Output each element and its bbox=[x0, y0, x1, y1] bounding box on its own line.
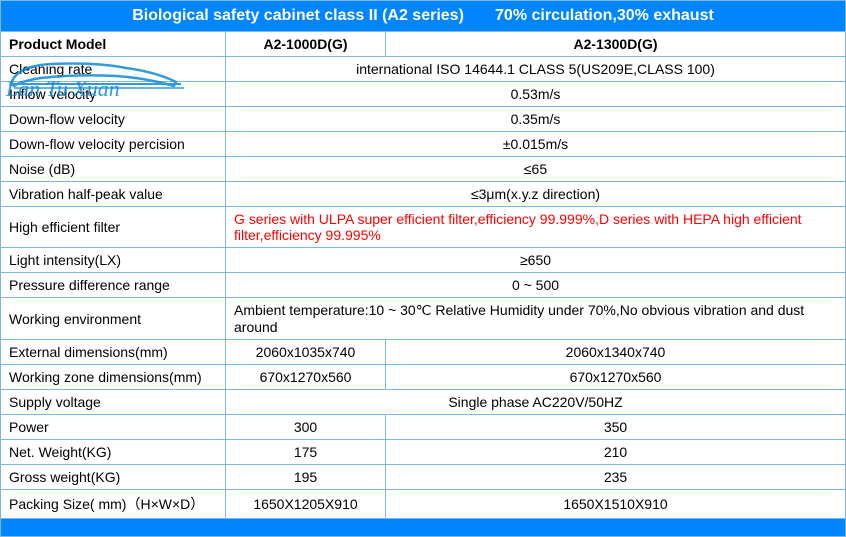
value: G series with ULPA super efficient filte… bbox=[226, 207, 846, 248]
value: Ambient temperature:10 ~ 30℃ Relative Hu… bbox=[226, 298, 846, 340]
header-row: Biological safety cabinet class II (A2 s… bbox=[1, 1, 846, 32]
row-supply-voltage: Supply voltage Single phase AC220V/50HZ bbox=[1, 390, 846, 415]
row-environment: Working environment Ambient temperature:… bbox=[1, 298, 846, 340]
row-noise: Noise (dB) ≤65 bbox=[1, 157, 846, 182]
value1: 670x1270x560 bbox=[226, 365, 386, 390]
value2: 1650X1510X910 bbox=[386, 490, 846, 519]
label: Light intensity(LX) bbox=[1, 248, 226, 273]
row-power: Power 300 350 bbox=[1, 415, 846, 440]
value: 0 ~ 500 bbox=[226, 273, 846, 298]
label: Gross weight(KG) bbox=[1, 465, 226, 490]
value2: 670x1270x560 bbox=[386, 365, 846, 390]
label: Net. Weight(KG) bbox=[1, 440, 226, 465]
label: High efficient filter bbox=[1, 207, 226, 248]
label: Down-flow velocity percision bbox=[1, 132, 226, 157]
value1: 2060x1035x740 bbox=[226, 340, 386, 365]
value2: 350 bbox=[386, 415, 846, 440]
label: Inflow velocity bbox=[1, 82, 226, 107]
value2: 2060x1340x740 bbox=[386, 340, 846, 365]
label: Noise (dB) bbox=[1, 157, 226, 182]
row-downflow-velocity: Down-flow velocity 0.35m/s bbox=[1, 107, 846, 132]
label: Vibration half-peak value bbox=[1, 182, 226, 207]
value2: 235 bbox=[386, 465, 846, 490]
label: Working environment bbox=[1, 298, 226, 340]
model-row: Product Model A2-1000D(G) A2-1300D(G) bbox=[1, 32, 846, 57]
value: international ISO 14644.1 CLASS 5(US209E… bbox=[226, 57, 846, 82]
header-title-left: Biological safety cabinet class II (A2 s… bbox=[132, 7, 464, 24]
label: Cleaning rate bbox=[1, 57, 226, 82]
label: Packing Size( mm)（H×W×D） bbox=[1, 490, 226, 519]
row-downflow-precision: Down-flow velocity percision ±0.015m/s bbox=[1, 132, 846, 157]
row-cleaning-rate: Cleaning rate international ISO 14644.1 … bbox=[1, 57, 846, 82]
header-title-right: 70% circulation,30% exhaust bbox=[495, 7, 714, 24]
value: ≤3μm(x.y.z direction) bbox=[226, 182, 846, 207]
value2: 210 bbox=[386, 440, 846, 465]
label: Down-flow velocity bbox=[1, 107, 226, 132]
bottom-bar bbox=[0, 519, 846, 537]
value1: 175 bbox=[226, 440, 386, 465]
label: Power bbox=[1, 415, 226, 440]
row-net-weight: Net. Weight(KG) 175 210 bbox=[1, 440, 846, 465]
row-inflow-velocity: Inflow velocity 0.53m/s bbox=[1, 82, 846, 107]
row-light: Light intensity(LX) ≥650 bbox=[1, 248, 846, 273]
value: 0.53m/s bbox=[226, 82, 846, 107]
value: Single phase AC220V/50HZ bbox=[226, 390, 846, 415]
value: ±0.015m/s bbox=[226, 132, 846, 157]
col-label: Product Model bbox=[1, 32, 226, 57]
col-model2: A2-1300D(G) bbox=[386, 32, 846, 57]
row-packing: Packing Size( mm)（H×W×D） 1650X1205X910 1… bbox=[1, 490, 846, 519]
row-filter: High efficient filter G series with ULPA… bbox=[1, 207, 846, 248]
value: ≤65 bbox=[226, 157, 846, 182]
header-cell: Biological safety cabinet class II (A2 s… bbox=[1, 1, 846, 32]
row-external-dim: External dimensions(mm) 2060x1035x740 20… bbox=[1, 340, 846, 365]
label: Supply voltage bbox=[1, 390, 226, 415]
row-vibration: Vibration half-peak value ≤3μm(x.y.z dir… bbox=[1, 182, 846, 207]
row-pressure: Pressure difference range 0 ~ 500 bbox=[1, 273, 846, 298]
col-model1: A2-1000D(G) bbox=[226, 32, 386, 57]
spec-table: Biological safety cabinet class II (A2 s… bbox=[0, 0, 846, 519]
label: Pressure difference range bbox=[1, 273, 226, 298]
row-working-dim: Working zone dimensions(mm) 670x1270x560… bbox=[1, 365, 846, 390]
value1: 300 bbox=[226, 415, 386, 440]
value: 0.35m/s bbox=[226, 107, 846, 132]
row-gross-weight: Gross weight(KG) 195 235 bbox=[1, 465, 846, 490]
value: ≥650 bbox=[226, 248, 846, 273]
value1: 195 bbox=[226, 465, 386, 490]
label: Working zone dimensions(mm) bbox=[1, 365, 226, 390]
value1: 1650X1205X910 bbox=[226, 490, 386, 519]
label: External dimensions(mm) bbox=[1, 340, 226, 365]
